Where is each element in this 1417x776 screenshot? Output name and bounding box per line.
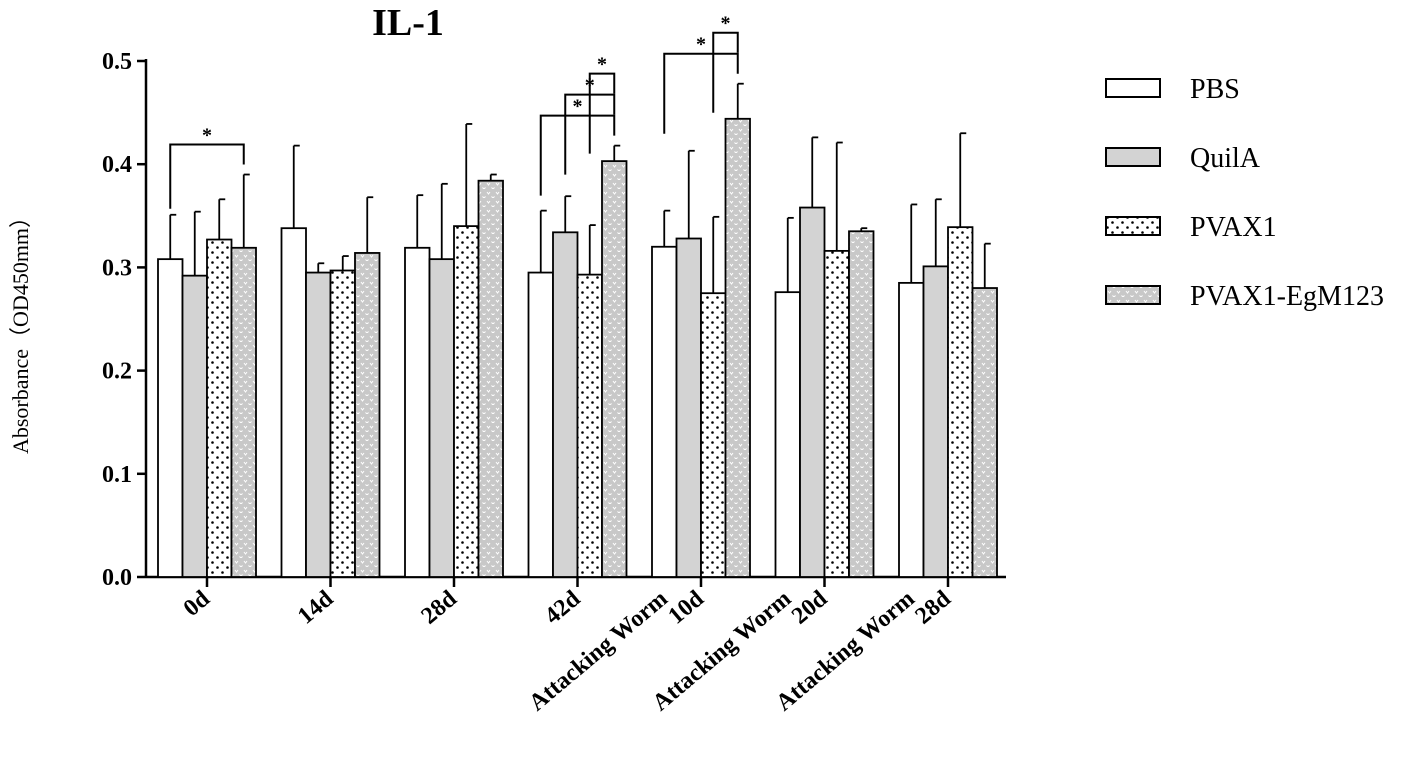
significance-star: * xyxy=(573,96,583,118)
significance-star: * xyxy=(202,125,212,147)
bar-checks xyxy=(477,179,504,578)
bar-checks xyxy=(848,230,875,578)
x-tick-label: 10d xyxy=(664,585,710,629)
y-axis-label: Absorbance（OD450mm） xyxy=(8,206,33,454)
bar-dots xyxy=(823,249,850,578)
legend-swatch-dots xyxy=(1105,216,1161,236)
bar-checks xyxy=(354,252,381,578)
y-tick-label: 0.3 xyxy=(102,255,132,281)
significance-star: * xyxy=(597,54,607,76)
x-tick-label: 14d xyxy=(293,585,339,629)
bar-gray xyxy=(552,231,579,578)
bar-gray xyxy=(305,271,332,578)
bar-white xyxy=(527,271,554,578)
x-tick-label: 28d xyxy=(417,585,463,629)
bar-gray xyxy=(428,258,455,578)
bar-checks xyxy=(230,246,257,578)
x-tick-label: 0d xyxy=(179,585,216,622)
bar-white xyxy=(157,258,184,578)
x-tick-label: 28d xyxy=(911,585,957,629)
bar-checks xyxy=(971,287,998,578)
bar-white xyxy=(774,291,801,578)
bar-dots xyxy=(947,226,974,578)
significance-star: * xyxy=(696,34,706,56)
legend-label: QuilA xyxy=(1190,143,1261,174)
significance-star: * xyxy=(721,13,731,35)
bar-dots xyxy=(453,225,480,578)
y-tick-label: 0.2 xyxy=(102,359,132,385)
bar-gray xyxy=(181,274,208,578)
significance-bracket xyxy=(169,143,245,209)
legend-label: PVAX1-EgM123 xyxy=(1190,281,1384,312)
y-tick-label: 0.0 xyxy=(102,565,132,591)
significance-bracket xyxy=(588,72,616,154)
bar-checks xyxy=(724,117,751,578)
bar-dots xyxy=(576,273,603,578)
y-tick-label: 0.4 xyxy=(102,152,132,178)
bar-gray xyxy=(799,206,826,578)
bar-dots xyxy=(206,238,233,578)
x-tick-label: 20d xyxy=(787,585,833,629)
significance-bracket xyxy=(539,114,616,196)
bar-gray xyxy=(922,265,949,578)
bar-white xyxy=(651,245,678,578)
bar-white xyxy=(898,281,925,578)
bar-white xyxy=(280,227,307,578)
significance-bracket xyxy=(663,52,739,134)
chart-title: IL-1 xyxy=(372,2,444,44)
legend-label: PVAX1 xyxy=(1190,212,1277,243)
bar-dots xyxy=(700,292,727,578)
bar-white xyxy=(404,246,431,578)
y-tick-label: 0.1 xyxy=(102,462,132,488)
legend-label: PBS xyxy=(1190,74,1240,105)
bar-checks xyxy=(601,160,628,578)
legend-swatch-white xyxy=(1105,78,1161,98)
x-tick-label: 42d xyxy=(540,585,586,629)
significance-bracket xyxy=(712,31,739,113)
legend-swatch-gray xyxy=(1105,147,1161,167)
bar-dots xyxy=(329,269,356,578)
bar-gray xyxy=(675,237,702,578)
legend-swatch-checks xyxy=(1105,285,1161,305)
y-tick-label: 0.5 xyxy=(102,49,132,75)
legend: PBS QuilA PVAX1 PVAX1-EgM123 xyxy=(1105,74,1384,312)
